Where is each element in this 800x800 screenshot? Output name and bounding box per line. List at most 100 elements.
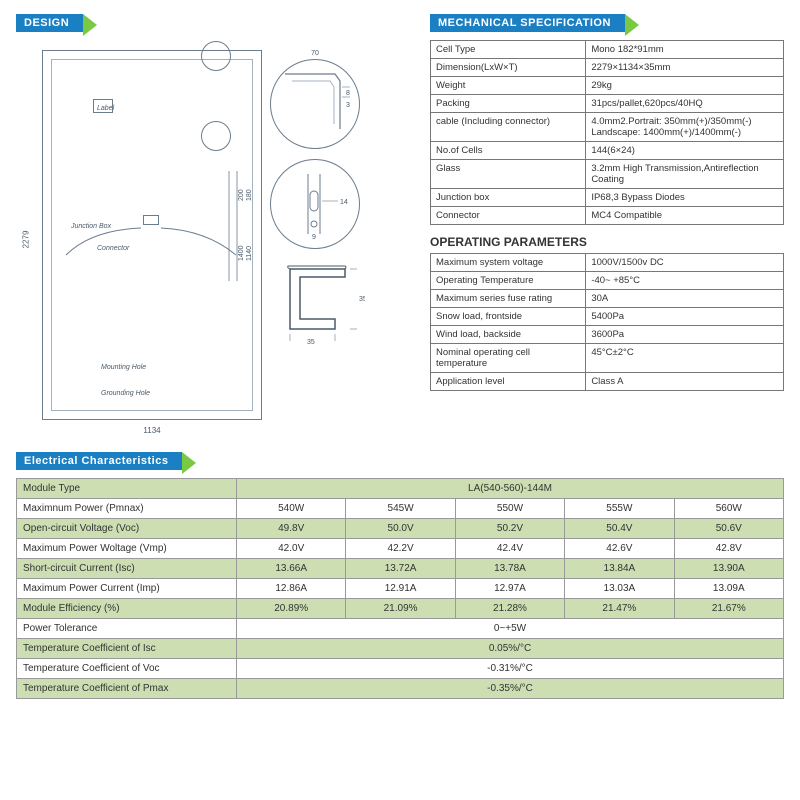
spec-key: Connector <box>431 207 586 225</box>
elec-row-label: Power Tolerance <box>17 619 237 639</box>
panel-width-dim: 1134 <box>143 426 160 435</box>
param-value: -40~ +85°C <box>586 272 784 290</box>
svg-text:1140: 1140 <box>246 246 253 261</box>
elec-cell: 12.91A <box>346 579 455 599</box>
spec-key: cable (Including connector) <box>431 113 586 142</box>
elec-row-label: Temperature Coefficient of Voc <box>17 659 237 679</box>
elec-cell: 21.28% <box>455 599 564 619</box>
panel-outline: Label Junction Box Connector Mounting Ho… <box>42 50 262 420</box>
electrical-table: Module TypeLA(540-560)-144MMaximnum Powe… <box>16 478 784 699</box>
elec-cell: 21.67% <box>674 599 783 619</box>
elec-cell: 50.6V <box>674 519 783 539</box>
svg-text:35: 35 <box>359 296 365 303</box>
param-key: Wind load, backside <box>431 326 586 344</box>
mech-spec-header: MECHANICAL SPECIFICATION <box>430 14 625 32</box>
top-inset-dim: 70 <box>270 50 360 57</box>
svg-text:1400: 1400 <box>238 245 245 261</box>
elec-cell: 13.84A <box>565 559 674 579</box>
elec-row-label: Maximum Power Current (Imp) <box>17 579 237 599</box>
spec-column: MECHANICAL SPECIFICATION Cell TypeMono 1… <box>430 14 784 438</box>
elec-cell: 13.72A <box>346 559 455 579</box>
grounding-hole-label: Grounding Hole <box>101 390 150 397</box>
elec-row-label: Module Efficiency (%) <box>17 599 237 619</box>
elec-cell: 13.78A <box>455 559 564 579</box>
elec-cell: 42.6V <box>565 539 674 559</box>
op-params-table: Maximum system voltage1000V/1500v DCOper… <box>430 253 784 391</box>
elec-cell: 21.47% <box>565 599 674 619</box>
param-key: Application level <box>431 373 586 391</box>
frame-profile: 35 35 <box>275 259 355 352</box>
design-column: DESIGN Label Junction Box Connector <box>16 14 416 438</box>
elec-cell: 42.0V <box>237 539 346 559</box>
spec-value: MC4 Compatible <box>586 207 784 225</box>
module-type-label: Module Type <box>17 479 237 499</box>
elec-cell: 50.0V <box>346 519 455 539</box>
spec-value: 4.0mm2.Portrait: 350mm(+)/350mm(-) Lands… <box>586 113 784 142</box>
elec-cell: 42.8V <box>674 539 783 559</box>
module-type-value: LA(540-560)-144M <box>237 479 784 499</box>
spec-key: Glass <box>431 160 586 189</box>
elec-cell: 540W <box>237 499 346 519</box>
svg-text:180: 180 <box>246 189 253 201</box>
panel-height-dim: 2279 <box>21 231 30 249</box>
hole-detail-circle <box>201 121 231 151</box>
elec-row-label: Maximum Power Woltage (Vmp) <box>17 539 237 559</box>
elec-cell: 555W <box>565 499 674 519</box>
svg-text:3: 3 <box>346 102 350 109</box>
op-params-header: OPERATING PARAMETERS <box>430 235 784 249</box>
elec-cell: 13.90A <box>674 559 783 579</box>
elec-cell: 20.89% <box>237 599 346 619</box>
elec-span-value: -0.31%/°C <box>237 659 784 679</box>
svg-text:200: 200 <box>238 189 245 201</box>
elec-row-label: Maximnum Power (Pmnax) <box>17 499 237 519</box>
param-value: 3600Pa <box>586 326 784 344</box>
elec-row-label: Temperature Coefficient of Isc <box>17 639 237 659</box>
design-header: DESIGN <box>16 14 83 32</box>
elec-header: Electrical Characteristics <box>16 452 182 470</box>
elec-cell: 12.86A <box>237 579 346 599</box>
spec-key: Junction box <box>431 189 586 207</box>
svg-text:35: 35 <box>307 339 315 346</box>
spec-value: 29kg <box>586 77 784 95</box>
spec-value: 2279×1134×35mm <box>586 59 784 77</box>
param-key: Nominal operating cell temperature <box>431 344 586 373</box>
elec-cell: 49.8V <box>237 519 346 539</box>
detail-column: 70 8 3 <box>270 50 360 438</box>
param-key: Maximum series fuse rating <box>431 290 586 308</box>
param-value: 5400Pa <box>586 308 784 326</box>
spec-key: Packing <box>431 95 586 113</box>
spec-key: Weight <box>431 77 586 95</box>
elec-cell: 13.03A <box>565 579 674 599</box>
elec-span-value: -0.35%/°C <box>237 679 784 699</box>
elec-row-label: Open-circuit Voltage (Voc) <box>17 519 237 539</box>
mech-spec-table: Cell TypeMono 182*91mmDimension(LxW×T)22… <box>430 40 784 225</box>
elec-row-label: Short-circuit Current (Isc) <box>17 559 237 579</box>
hole-detail: 14 9 <box>270 159 360 249</box>
spec-value: IP68,3 Bypass Diodes <box>586 189 784 207</box>
corner-detail: 8 3 <box>270 59 360 149</box>
diagram-area: Label Junction Box Connector Mounting Ho… <box>16 50 416 438</box>
elec-cell: 550W <box>455 499 564 519</box>
top-row: DESIGN Label Junction Box Connector <box>16 14 784 438</box>
elec-cell: 42.2V <box>346 539 455 559</box>
spec-value: Mono 182*91mm <box>586 41 784 59</box>
elec-cell: 21.09% <box>346 599 455 619</box>
spec-key: Cell Type <box>431 41 586 59</box>
electrical-section: Electrical Characteristics Module TypeLA… <box>16 452 784 699</box>
elec-cell: 13.66A <box>237 559 346 579</box>
param-value: 1000V/1500v DC <box>586 254 784 272</box>
elec-cell: 50.2V <box>455 519 564 539</box>
elec-cell: 50.4V <box>565 519 674 539</box>
param-value: 30A <box>586 290 784 308</box>
elec-cell: 12.97A <box>455 579 564 599</box>
spec-value: 3.2mm High Transmission,Antireflection C… <box>586 160 784 189</box>
corner-detail-circle <box>201 41 231 71</box>
elec-cell: 560W <box>674 499 783 519</box>
elec-cell: 545W <box>346 499 455 519</box>
spec-key: No.of Cells <box>431 142 586 160</box>
param-key: Operating Temperature <box>431 272 586 290</box>
spec-value: 144(6×24) <box>586 142 784 160</box>
elec-cell: 13.09A <box>674 579 783 599</box>
elec-row-label: Temperature Coefficient of Pmax <box>17 679 237 699</box>
param-value: Class A <box>586 373 784 391</box>
